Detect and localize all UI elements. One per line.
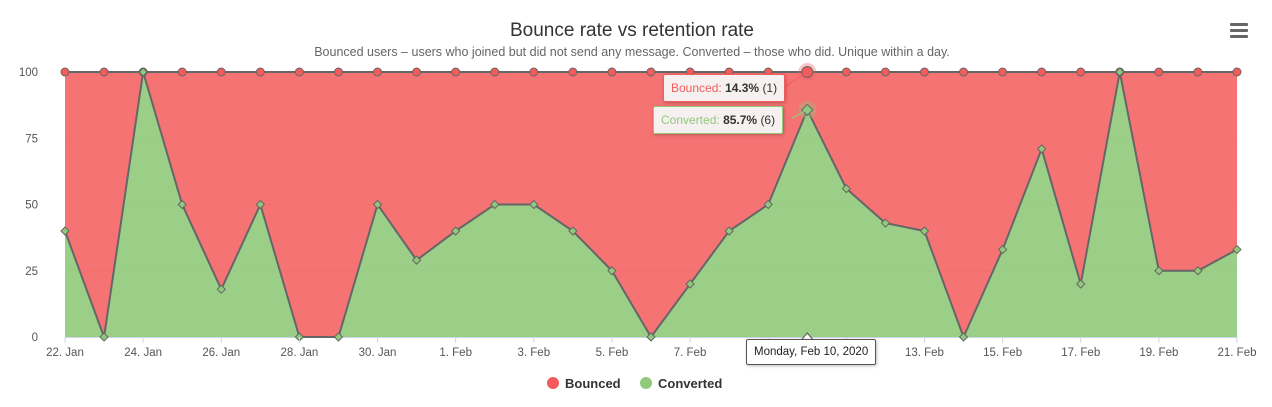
converted-point[interactable] xyxy=(177,199,187,210)
x-tick-label: 28. Jan xyxy=(281,347,319,359)
bounced-point[interactable] xyxy=(1232,67,1242,77)
x-tick-label: 15. Feb xyxy=(983,347,1022,359)
bounced-point[interactable] xyxy=(529,67,539,77)
x-tick-label: 5. Feb xyxy=(596,347,629,359)
tooltip-bounced-value: 14.3% xyxy=(725,81,760,95)
converted-point[interactable] xyxy=(1154,266,1164,276)
bounced-point[interactable] xyxy=(490,67,500,77)
y-tick-label: 100 xyxy=(19,67,38,79)
bounced-point[interactable] xyxy=(177,67,187,77)
legend: Bounced Converted xyxy=(547,376,722,391)
x-tick-label: 24. Jan xyxy=(124,347,162,359)
tooltip-date: Monday, Feb 10, 2020 xyxy=(746,339,877,365)
converted-point[interactable] xyxy=(255,199,266,210)
bounced-point[interactable] xyxy=(412,67,422,77)
bounced-point[interactable] xyxy=(841,67,851,77)
tooltip-bounced-label: Bounced xyxy=(671,81,719,95)
tooltip-bounced: Bounced: 14.3% (1) xyxy=(663,74,786,102)
converted-point[interactable] xyxy=(685,279,695,289)
tooltip-bounced-count: (1) xyxy=(762,81,778,95)
legend-converted-label[interactable]: Converted xyxy=(658,376,722,391)
bounced-point[interactable] xyxy=(451,67,461,77)
y-tick-label: 50 xyxy=(25,200,38,212)
bounced-point[interactable] xyxy=(333,67,343,77)
converted-point[interactable] xyxy=(880,218,891,228)
bounced-point[interactable] xyxy=(1076,67,1086,77)
converted-point[interactable] xyxy=(60,226,70,236)
bounced-point[interactable] xyxy=(216,67,226,77)
converted-point[interactable] xyxy=(333,332,344,342)
converted-point[interactable] xyxy=(138,67,148,77)
converted-point[interactable] xyxy=(841,183,852,194)
x-tick-label: 26. Jan xyxy=(202,347,240,359)
x-tick-label: 21. Feb xyxy=(1218,347,1257,359)
converted-point[interactable] xyxy=(607,266,617,276)
converted-point[interactable] xyxy=(1232,244,1242,255)
x-tick-label: 7. Feb xyxy=(674,347,707,359)
converted-point[interactable] xyxy=(216,284,226,295)
legend-bounced-marker[interactable] xyxy=(547,377,559,389)
chart-subtitle: Bounced users – users who joined but did… xyxy=(314,45,950,59)
converted-point[interactable] xyxy=(1076,279,1086,289)
bounced-point[interactable] xyxy=(568,67,578,77)
legend-converted-marker[interactable] xyxy=(640,377,652,389)
converted-point[interactable] xyxy=(372,199,383,210)
x-tick-label: 17. Feb xyxy=(1061,347,1100,359)
chart-title: Bounce rate vs retention rate xyxy=(510,20,754,41)
converted-point[interactable] xyxy=(763,199,773,210)
tooltip-converted-count: (6) xyxy=(760,113,776,127)
x-tick-label: 3. Feb xyxy=(517,347,550,359)
x-tick-label: 13. Feb xyxy=(905,347,944,359)
x-tick-label: 30. Jan xyxy=(359,347,397,359)
bounced-point[interactable] xyxy=(607,67,617,77)
tooltip-converted-value: 85.7% xyxy=(723,113,758,127)
bounced-point[interactable] xyxy=(1154,67,1164,77)
x-tick-label: 19. Feb xyxy=(1139,347,1178,359)
converted-point[interactable] xyxy=(411,255,422,265)
y-tick-label: 75 xyxy=(25,133,38,145)
converted-point[interactable] xyxy=(919,226,930,236)
converted-point[interactable] xyxy=(529,199,539,210)
bounced-point[interactable] xyxy=(373,67,383,77)
bounced-point[interactable] xyxy=(959,67,969,77)
tooltip-bounced-pointer xyxy=(785,71,808,87)
converted-point[interactable] xyxy=(958,332,969,342)
converted-point[interactable] xyxy=(724,226,734,236)
bounced-point[interactable] xyxy=(646,67,656,77)
bounced-point[interactable] xyxy=(60,67,70,77)
bounced-point[interactable] xyxy=(1037,67,1047,77)
converted-point[interactable] xyxy=(1036,144,1047,154)
converted-point[interactable] xyxy=(646,332,656,342)
converted-point[interactable] xyxy=(568,226,578,236)
tooltip-converted-pointer xyxy=(791,109,808,119)
tooltip-converted: Converted: 85.7% (6) xyxy=(653,106,784,134)
converted-point[interactable] xyxy=(1193,266,1203,276)
bounced-point[interactable] xyxy=(294,67,304,77)
converted-point[interactable] xyxy=(1115,67,1125,77)
converted-point[interactable] xyxy=(450,226,461,236)
legend-bounced-label[interactable]: Bounced xyxy=(565,376,621,391)
converted-point[interactable] xyxy=(99,332,109,342)
bounced-point[interactable] xyxy=(919,67,929,77)
converted-point[interactable] xyxy=(997,244,1008,255)
bounced-point[interactable] xyxy=(255,67,265,77)
y-tick-label: 0 xyxy=(32,332,38,344)
y-tick-label: 25 xyxy=(25,266,38,278)
converted-point[interactable] xyxy=(490,199,500,210)
bounced-point[interactable] xyxy=(99,67,109,77)
x-tick-label: 1. Feb xyxy=(439,347,472,359)
bounced-point[interactable] xyxy=(880,67,890,77)
tooltip-converted-label: Converted xyxy=(661,113,717,127)
x-tick-label: 22. Jan xyxy=(46,347,84,359)
bounced-point[interactable] xyxy=(1193,67,1203,77)
bounced-point[interactable] xyxy=(998,67,1008,77)
hamburger-menu-icon[interactable] xyxy=(1230,23,1248,39)
